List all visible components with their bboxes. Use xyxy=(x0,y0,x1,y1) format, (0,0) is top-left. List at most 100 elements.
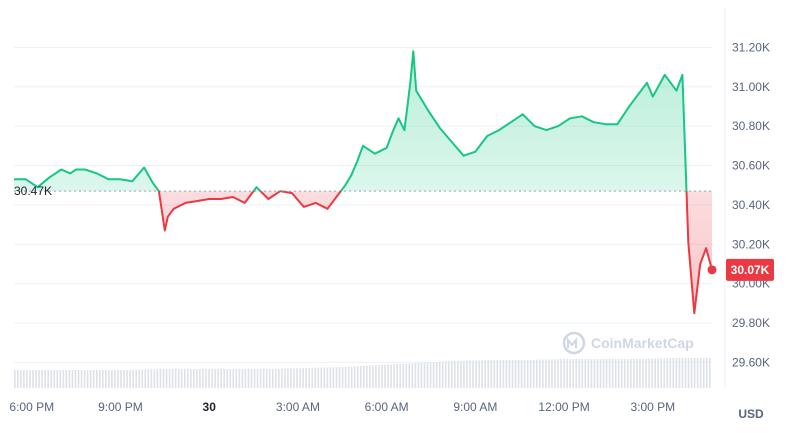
volume-bar xyxy=(381,364,383,388)
volume-bar xyxy=(17,370,19,388)
volume-bar xyxy=(159,369,162,388)
volume-bar xyxy=(441,361,444,388)
volume-bar xyxy=(426,362,429,388)
y-tick-label: 29.80K xyxy=(732,316,770,330)
volume-bar xyxy=(241,369,244,388)
volume-bar xyxy=(529,359,532,388)
volume-bar xyxy=(660,358,663,388)
volume-bar xyxy=(150,369,153,388)
volume-bar xyxy=(578,359,581,388)
volume-bar xyxy=(575,359,578,388)
volume-bar xyxy=(554,359,556,388)
volume-bar xyxy=(147,369,150,388)
volume-bar xyxy=(278,368,280,388)
volume-bar xyxy=(705,358,708,388)
volume-bar xyxy=(174,369,177,388)
volume-bar xyxy=(89,370,92,388)
volume-bar xyxy=(408,363,411,388)
volume-bar xyxy=(180,369,183,388)
volume-bar xyxy=(120,370,122,388)
last-price-tag: 30.07K xyxy=(726,258,774,281)
volume-bar xyxy=(226,369,229,388)
last-price-tag-bg xyxy=(726,258,774,281)
volume-bar xyxy=(359,366,362,388)
volume-bar xyxy=(281,368,283,388)
x-tick-label: 6:00 AM xyxy=(365,400,409,414)
volume-bar xyxy=(347,366,350,388)
volume-bar xyxy=(208,369,210,388)
volume-bar xyxy=(596,359,599,388)
volume-bar xyxy=(332,367,335,388)
volume-bar xyxy=(411,363,414,388)
volume-bar xyxy=(86,370,89,388)
volume-bar xyxy=(65,370,68,388)
volume-bar xyxy=(569,359,571,388)
volume-bar xyxy=(177,369,180,388)
x-tick-label: 3:00 AM xyxy=(276,400,320,414)
x-axis: 6:00 PM 9:00 PM 30 3:00 AM 6:00 AM 9:00 AM 12:… xyxy=(9,400,675,414)
volume-bar xyxy=(657,358,659,388)
volume-bar xyxy=(633,359,635,388)
volume-bar xyxy=(80,370,83,388)
volume-bar xyxy=(71,370,74,388)
volume-bar xyxy=(350,366,353,388)
volume-bar xyxy=(523,360,526,388)
volume-bar xyxy=(535,359,538,388)
volume-bar xyxy=(514,360,517,388)
volume-bar xyxy=(356,366,359,388)
volume-bar xyxy=(444,361,447,388)
volume-bar xyxy=(372,365,374,388)
volume-bar xyxy=(126,369,128,388)
volume-bar xyxy=(663,358,666,388)
volume-bar xyxy=(623,359,626,388)
volume-bar xyxy=(247,369,250,388)
volume-bar xyxy=(681,358,684,388)
volume-bar xyxy=(341,367,344,388)
volume-bar xyxy=(102,370,104,388)
volume-bar xyxy=(123,370,125,388)
volume-bar xyxy=(353,366,356,388)
volume-bar xyxy=(611,359,614,388)
volume-bar xyxy=(551,359,553,388)
volume-bar xyxy=(542,359,544,388)
volume-bar xyxy=(296,368,298,388)
volume-bar xyxy=(299,368,301,388)
x-tick-label: 30 xyxy=(203,400,217,414)
volume-bar xyxy=(98,370,101,388)
volume-bar xyxy=(217,369,219,388)
volume-bar xyxy=(23,370,25,388)
volume-bar xyxy=(463,360,465,388)
volume-bar xyxy=(268,369,271,388)
volume-bar xyxy=(171,369,174,388)
volume-bar xyxy=(196,369,198,388)
volume-bar xyxy=(329,367,332,388)
volume-bar xyxy=(593,359,596,388)
volume-bar xyxy=(451,361,453,388)
volume-bar xyxy=(423,362,426,388)
area-above-open xyxy=(14,51,712,192)
volume-bar xyxy=(190,369,192,388)
volume-bar xyxy=(141,369,144,388)
volume-bar xyxy=(214,369,216,388)
volume-bar xyxy=(135,369,137,388)
volume-bar xyxy=(26,370,28,388)
y-tick-label: 30.20K xyxy=(732,237,770,251)
volume-bar xyxy=(253,369,256,388)
volume-bar xyxy=(117,370,119,388)
y-axis: 31.20K 31.00K 30.80K 30.60K 30.40K 30.20K 30.0… xyxy=(732,40,770,369)
volume-bar xyxy=(654,358,656,388)
volume-bar xyxy=(608,359,611,388)
volume-bar xyxy=(14,370,16,388)
volume-bar xyxy=(511,360,514,388)
volume-bar xyxy=(211,369,213,388)
volume-bar xyxy=(566,359,568,388)
volume-bar xyxy=(74,370,77,388)
volume-bar xyxy=(384,364,386,388)
price-line-above-open xyxy=(14,50,688,192)
volume-bar xyxy=(68,370,71,388)
volume-bar xyxy=(648,358,650,388)
volume-bar xyxy=(399,363,402,388)
volume-bar xyxy=(414,363,417,388)
volume-bar xyxy=(435,361,438,388)
